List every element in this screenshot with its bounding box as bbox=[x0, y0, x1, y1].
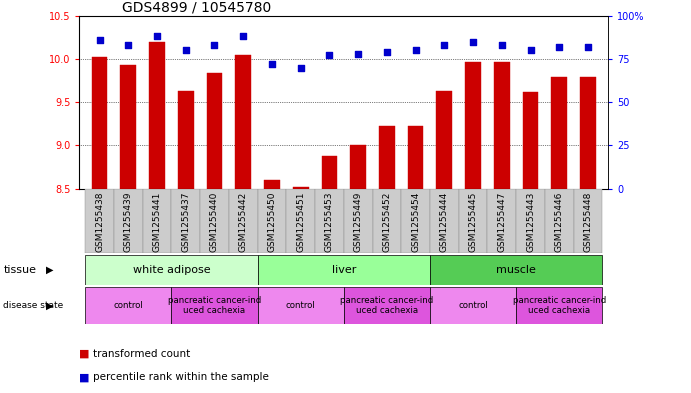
Point bbox=[352, 51, 363, 57]
Point bbox=[324, 52, 335, 59]
Text: pancreatic cancer-ind
uced cachexia: pancreatic cancer-ind uced cachexia bbox=[340, 296, 433, 315]
Text: ▶: ▶ bbox=[46, 301, 53, 310]
Point bbox=[381, 49, 392, 55]
Text: GDS4899 / 10545780: GDS4899 / 10545780 bbox=[122, 0, 271, 15]
Bar bbox=[408, 127, 424, 189]
Bar bbox=[465, 62, 481, 189]
Text: GSM1255454: GSM1255454 bbox=[411, 192, 420, 252]
Bar bbox=[264, 180, 280, 189]
Bar bbox=[92, 57, 108, 189]
Bar bbox=[487, 189, 516, 253]
Bar bbox=[258, 189, 286, 253]
Text: ■: ■ bbox=[79, 372, 90, 382]
Bar bbox=[171, 189, 200, 253]
Text: GSM1255444: GSM1255444 bbox=[440, 192, 449, 252]
Point bbox=[151, 33, 162, 40]
Point bbox=[410, 47, 421, 53]
Text: pancreatic cancer-ind
uced cachexia: pancreatic cancer-ind uced cachexia bbox=[513, 296, 606, 315]
Bar bbox=[430, 255, 603, 285]
Bar bbox=[545, 189, 574, 253]
Bar bbox=[293, 187, 309, 189]
Bar bbox=[229, 189, 258, 253]
Point bbox=[553, 44, 565, 50]
Bar bbox=[344, 189, 372, 253]
Bar bbox=[437, 91, 452, 189]
Text: transformed count: transformed count bbox=[93, 349, 191, 359]
Point bbox=[468, 39, 479, 45]
Bar bbox=[200, 189, 229, 253]
Bar bbox=[551, 77, 567, 189]
Text: ▶: ▶ bbox=[46, 265, 53, 275]
Text: GSM1255448: GSM1255448 bbox=[583, 192, 592, 252]
Bar bbox=[171, 287, 258, 324]
Text: control: control bbox=[458, 301, 488, 310]
Text: pancreatic cancer-ind
uced cachexia: pancreatic cancer-ind uced cachexia bbox=[168, 296, 261, 315]
Bar bbox=[516, 189, 545, 253]
Point bbox=[180, 47, 191, 53]
Text: tissue: tissue bbox=[3, 265, 37, 275]
Bar bbox=[430, 189, 459, 253]
Text: GSM1255440: GSM1255440 bbox=[210, 192, 219, 252]
Point bbox=[496, 42, 507, 48]
Text: GSM1255445: GSM1255445 bbox=[468, 192, 477, 252]
Bar bbox=[580, 77, 596, 189]
Text: GSM1255442: GSM1255442 bbox=[238, 192, 247, 252]
Bar bbox=[85, 189, 114, 253]
Text: GSM1255443: GSM1255443 bbox=[526, 192, 535, 252]
Point bbox=[583, 44, 594, 50]
Bar bbox=[236, 55, 251, 189]
Text: GSM1255453: GSM1255453 bbox=[325, 192, 334, 252]
Text: liver: liver bbox=[332, 265, 356, 275]
Bar bbox=[85, 255, 258, 285]
Bar bbox=[430, 287, 516, 324]
Point bbox=[267, 61, 278, 67]
Text: GSM1255438: GSM1255438 bbox=[95, 192, 104, 252]
Text: ■: ■ bbox=[79, 349, 90, 359]
Text: percentile rank within the sample: percentile rank within the sample bbox=[93, 372, 269, 382]
Point bbox=[209, 42, 220, 48]
Bar bbox=[344, 287, 430, 324]
Text: GSM1255441: GSM1255441 bbox=[153, 192, 162, 252]
Text: GSM1255439: GSM1255439 bbox=[124, 192, 133, 252]
Text: GSM1255447: GSM1255447 bbox=[498, 192, 507, 252]
Bar bbox=[459, 189, 487, 253]
Bar bbox=[207, 73, 223, 189]
Bar bbox=[522, 92, 538, 189]
Text: GSM1255449: GSM1255449 bbox=[354, 192, 363, 252]
Point bbox=[238, 33, 249, 40]
Bar bbox=[149, 42, 165, 189]
Bar bbox=[516, 287, 603, 324]
Text: GSM1255437: GSM1255437 bbox=[181, 192, 190, 252]
Bar bbox=[574, 189, 603, 253]
Text: GSM1255446: GSM1255446 bbox=[555, 192, 564, 252]
Bar bbox=[315, 189, 344, 253]
Bar bbox=[286, 189, 315, 253]
Point bbox=[525, 47, 536, 53]
Bar bbox=[401, 189, 430, 253]
Bar bbox=[350, 145, 366, 189]
Bar bbox=[120, 65, 136, 189]
Bar bbox=[114, 189, 142, 253]
Point bbox=[94, 37, 105, 43]
Bar bbox=[379, 127, 395, 189]
Bar bbox=[494, 62, 510, 189]
Text: white adipose: white adipose bbox=[133, 265, 210, 275]
Bar bbox=[258, 255, 430, 285]
Point bbox=[439, 42, 450, 48]
Bar bbox=[321, 156, 337, 189]
Text: control: control bbox=[286, 301, 316, 310]
Bar bbox=[372, 189, 401, 253]
Text: control: control bbox=[113, 301, 143, 310]
Text: GSM1255451: GSM1255451 bbox=[296, 192, 305, 252]
Bar bbox=[142, 189, 171, 253]
Text: GSM1255452: GSM1255452 bbox=[382, 192, 391, 252]
Bar bbox=[258, 287, 344, 324]
Bar bbox=[85, 287, 171, 324]
Text: disease state: disease state bbox=[3, 301, 64, 310]
Bar bbox=[178, 91, 193, 189]
Text: muscle: muscle bbox=[496, 265, 536, 275]
Point bbox=[123, 42, 134, 48]
Point bbox=[295, 64, 306, 71]
Text: GSM1255450: GSM1255450 bbox=[267, 192, 276, 252]
